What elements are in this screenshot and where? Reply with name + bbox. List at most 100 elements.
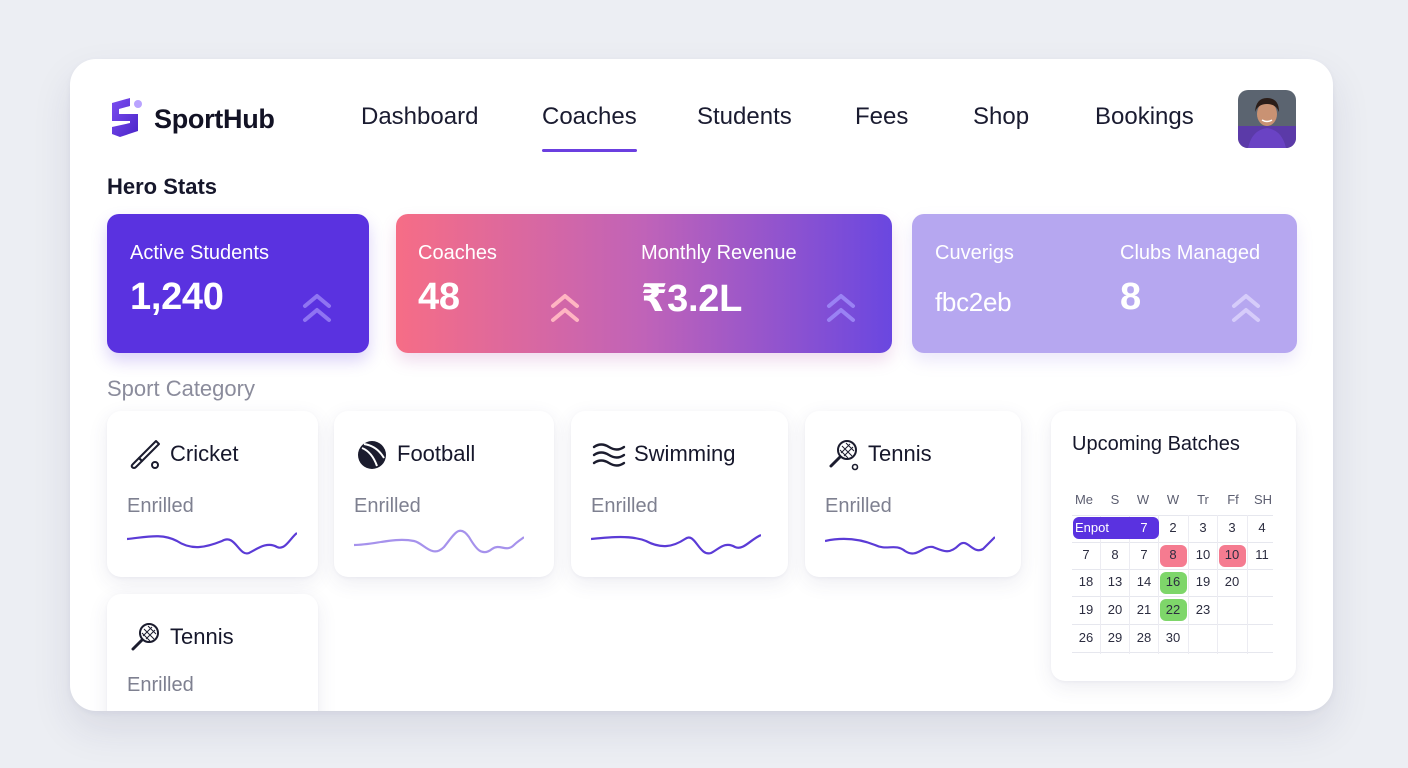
nav-coaches[interactable]: Coaches bbox=[542, 103, 637, 152]
sport-card-football[interactable]: Football Enrilled bbox=[334, 411, 554, 577]
calendar-day[interactable]: 11 bbox=[1255, 547, 1269, 562]
calendar-day[interactable]: 29 bbox=[1107, 630, 1123, 645]
enrolled-label: Enrilled bbox=[354, 495, 421, 517]
calendar-day[interactable]: 28 bbox=[1136, 630, 1152, 645]
calendar-day[interactable]: 13 bbox=[1107, 574, 1123, 589]
weekday-label: W bbox=[1136, 492, 1150, 507]
grid-line bbox=[1247, 515, 1248, 654]
calendar-day[interactable]: 19 bbox=[1078, 602, 1094, 617]
chevrons-up-icon bbox=[827, 294, 855, 322]
grid-line bbox=[1072, 542, 1273, 543]
grid-line bbox=[1072, 652, 1273, 653]
calendar-day[interactable]: 14 bbox=[1136, 574, 1152, 589]
sport-category-title: Sport Category bbox=[107, 376, 255, 401]
stat-value: 1,240 bbox=[130, 276, 224, 318]
nav-students[interactable]: Students bbox=[697, 103, 792, 130]
sport-name: Tennis bbox=[868, 441, 932, 466]
sport-name: Tennis bbox=[170, 624, 234, 649]
calendar-day[interactable]: 16 bbox=[1165, 574, 1181, 589]
sport-name: Swimming bbox=[634, 441, 736, 466]
stat-label: Active Students bbox=[130, 242, 269, 264]
calendar-day[interactable]: 8 bbox=[1111, 547, 1119, 562]
grid-line bbox=[1217, 515, 1218, 654]
highlight-day bbox=[1219, 545, 1246, 567]
waves-icon bbox=[592, 443, 626, 467]
calendar-day[interactable]: 8 bbox=[1169, 547, 1177, 562]
calendar-day[interactable]: 20 bbox=[1224, 574, 1240, 589]
logo-icon bbox=[112, 98, 142, 137]
nav-shop[interactable]: Shop bbox=[973, 103, 1030, 130]
sparkline bbox=[591, 533, 761, 555]
weekday-label: Ff bbox=[1227, 492, 1239, 507]
calendar-day[interactable]: 26 bbox=[1078, 630, 1094, 645]
sport-card-tennis[interactable]: Tennis Enrilled bbox=[805, 411, 1021, 577]
stat-value: fbc2eb bbox=[935, 287, 1012, 317]
highlight-day bbox=[1160, 572, 1187, 594]
stat-value: 8 bbox=[1120, 276, 1141, 318]
grid-line bbox=[1072, 515, 1273, 516]
calendar-day[interactable]: 7 bbox=[1140, 520, 1148, 535]
hero-stats-title: Hero Stats bbox=[107, 174, 218, 199]
stat-card-coaches-revenue[interactable]: Coaches 48 Monthly Revenue ₹3.2L bbox=[396, 214, 892, 353]
calendar-day[interactable]: 19 bbox=[1195, 574, 1211, 589]
stat-label: Cuverigs bbox=[935, 242, 1014, 264]
panel-title: Upcoming Batches bbox=[1072, 433, 1240, 455]
app-name: SportHub bbox=[154, 103, 275, 134]
enrolled-label: Enrilled bbox=[591, 495, 658, 517]
calendar-day[interactable]: 22 bbox=[1165, 602, 1181, 617]
calendar-day[interactable]: 7 bbox=[1082, 547, 1090, 562]
sport-card-cricket[interactable]: Cricket Enrilled bbox=[107, 411, 318, 577]
weekday-label: Me bbox=[1074, 492, 1094, 507]
sport-name: Football bbox=[397, 441, 476, 466]
app-logo[interactable]: SportHub bbox=[108, 97, 275, 141]
stat-value: ₹3.2L bbox=[641, 278, 742, 320]
nav-fees[interactable]: Fees bbox=[855, 103, 909, 130]
user-avatar[interactable] bbox=[1238, 90, 1296, 148]
main-nav: Dashboard Coaches Students Fees Shop Boo… bbox=[70, 103, 1333, 153]
nav-bookings[interactable]: Bookings bbox=[1095, 103, 1194, 130]
highlight-day bbox=[1160, 545, 1187, 567]
calendar-day[interactable]: 21 bbox=[1136, 602, 1152, 617]
tennis-racket-icon bbox=[829, 440, 859, 471]
calendar-day[interactable]: 3 bbox=[1199, 520, 1207, 535]
grid-line bbox=[1188, 515, 1189, 654]
calendar-day[interactable]: 18 bbox=[1078, 574, 1094, 589]
event-label: Enpot bbox=[1075, 520, 1109, 535]
sport-card-tennis-2[interactable]: Tennis Enrilled bbox=[107, 594, 318, 711]
grid-line bbox=[1100, 515, 1101, 654]
calendar-day[interactable]: 30 bbox=[1165, 630, 1181, 645]
chevrons-up-icon bbox=[303, 294, 331, 322]
weekday-label: W bbox=[1166, 492, 1180, 507]
grid-line bbox=[1129, 515, 1130, 654]
avatar-image bbox=[1238, 90, 1296, 148]
stat-label: Monthly Revenue bbox=[641, 242, 797, 264]
weekday-label: Tr bbox=[1197, 492, 1209, 507]
chevrons-up-icon bbox=[1232, 294, 1260, 322]
stat-label: Clubs Managed bbox=[1120, 242, 1261, 264]
grid-line bbox=[1158, 515, 1159, 654]
grid-line bbox=[1072, 596, 1273, 597]
sparkline bbox=[127, 532, 297, 555]
calendar-day[interactable]: 10 bbox=[1224, 547, 1240, 562]
calendar-day[interactable]: 10 bbox=[1195, 547, 1211, 562]
stat-card-clubs[interactable]: Cuverigs fbc2eb Clubs Managed 8 bbox=[912, 214, 1297, 353]
enrolled-label: Enrilled bbox=[127, 495, 194, 517]
tennis-racket-icon bbox=[131, 623, 159, 651]
app-window: SportHub Dashboard Coaches Students Fees… bbox=[70, 59, 1333, 711]
stat-card-active-students[interactable]: Active Students 1,240 bbox=[107, 214, 369, 353]
weekday-label: SH bbox=[1253, 492, 1273, 507]
cricket-bat-icon bbox=[130, 440, 160, 469]
upcoming-batches-panel: Upcoming Batches Me S W W Tr Ff SH Enpot… bbox=[1051, 411, 1296, 681]
event-pill[interactable] bbox=[1073, 517, 1159, 539]
calendar-day[interactable]: 20 bbox=[1107, 602, 1123, 617]
chevrons-up-icon bbox=[551, 294, 579, 322]
calendar-day[interactable]: 23 bbox=[1195, 602, 1211, 617]
calendar-day[interactable]: 3 bbox=[1228, 520, 1236, 535]
football-icon bbox=[358, 441, 386, 469]
calendar-day[interactable]: 7 bbox=[1140, 547, 1148, 562]
sport-card-swimming[interactable]: Swimming Enrilled bbox=[571, 411, 788, 577]
calendar-day[interactable]: 4 bbox=[1258, 520, 1266, 535]
grid-line bbox=[1072, 569, 1273, 570]
nav-dashboard[interactable]: Dashboard bbox=[361, 103, 479, 130]
calendar-day[interactable]: 2 bbox=[1169, 520, 1177, 535]
